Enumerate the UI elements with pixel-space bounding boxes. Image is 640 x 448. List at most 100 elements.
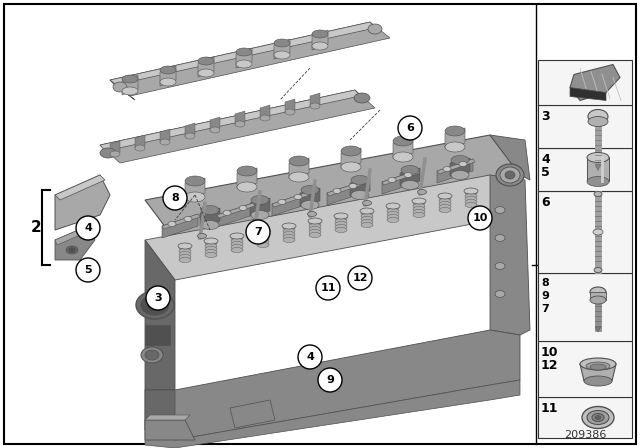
Polygon shape: [350, 178, 370, 196]
Ellipse shape: [388, 177, 396, 182]
Ellipse shape: [179, 249, 191, 254]
Text: 9: 9: [326, 375, 334, 385]
Ellipse shape: [362, 201, 371, 206]
Text: 12: 12: [541, 359, 559, 372]
Polygon shape: [580, 364, 616, 381]
Circle shape: [246, 220, 270, 244]
Ellipse shape: [413, 201, 425, 206]
Ellipse shape: [66, 246, 78, 254]
Ellipse shape: [235, 121, 245, 127]
Ellipse shape: [251, 211, 269, 220]
Polygon shape: [135, 135, 145, 149]
Bar: [538, 60, 632, 105]
Ellipse shape: [335, 228, 347, 233]
Ellipse shape: [594, 267, 602, 272]
Ellipse shape: [289, 172, 309, 182]
Ellipse shape: [393, 136, 413, 146]
Circle shape: [316, 276, 340, 300]
Ellipse shape: [283, 237, 295, 242]
Ellipse shape: [341, 146, 361, 156]
Ellipse shape: [590, 296, 606, 304]
Ellipse shape: [223, 211, 231, 215]
Ellipse shape: [588, 116, 608, 126]
Ellipse shape: [160, 139, 170, 145]
Ellipse shape: [335, 219, 347, 224]
Polygon shape: [450, 158, 470, 176]
Ellipse shape: [413, 203, 425, 208]
Ellipse shape: [285, 109, 295, 115]
Polygon shape: [490, 135, 530, 180]
Text: 8: 8: [541, 278, 548, 288]
Ellipse shape: [582, 406, 614, 428]
Polygon shape: [145, 390, 175, 440]
Ellipse shape: [335, 215, 347, 220]
Ellipse shape: [309, 224, 321, 228]
Text: 8: 8: [171, 193, 179, 203]
Ellipse shape: [257, 231, 269, 236]
Ellipse shape: [301, 185, 319, 194]
Ellipse shape: [333, 189, 341, 194]
Ellipse shape: [393, 152, 413, 162]
Polygon shape: [162, 214, 198, 238]
Bar: [538, 191, 632, 273]
Ellipse shape: [205, 253, 217, 258]
Polygon shape: [160, 129, 170, 143]
Ellipse shape: [586, 362, 610, 370]
Polygon shape: [260, 105, 270, 119]
Ellipse shape: [413, 207, 425, 211]
Ellipse shape: [282, 223, 296, 229]
Ellipse shape: [236, 60, 252, 68]
Ellipse shape: [179, 246, 191, 250]
Polygon shape: [300, 188, 320, 206]
Ellipse shape: [205, 246, 217, 251]
Ellipse shape: [361, 211, 373, 215]
Ellipse shape: [237, 166, 257, 176]
Polygon shape: [110, 80, 135, 100]
Ellipse shape: [496, 164, 524, 186]
Ellipse shape: [401, 181, 419, 190]
Ellipse shape: [417, 190, 426, 194]
Ellipse shape: [500, 167, 520, 183]
Polygon shape: [437, 159, 475, 174]
Polygon shape: [310, 93, 320, 107]
Text: 1: 1: [548, 258, 557, 271]
Ellipse shape: [386, 203, 400, 209]
Ellipse shape: [185, 176, 205, 186]
Ellipse shape: [278, 199, 286, 204]
Ellipse shape: [256, 228, 270, 234]
Bar: [538, 397, 632, 438]
Ellipse shape: [594, 191, 602, 197]
Polygon shape: [145, 380, 520, 448]
Ellipse shape: [580, 358, 616, 370]
Ellipse shape: [439, 204, 451, 210]
Ellipse shape: [335, 221, 347, 227]
Ellipse shape: [351, 176, 369, 185]
Ellipse shape: [412, 198, 426, 204]
Ellipse shape: [179, 251, 191, 257]
Bar: [538, 341, 632, 397]
Polygon shape: [210, 117, 220, 131]
Ellipse shape: [185, 133, 195, 139]
Text: 5: 5: [541, 166, 550, 179]
Ellipse shape: [387, 211, 399, 216]
Ellipse shape: [178, 243, 192, 249]
Ellipse shape: [205, 244, 217, 249]
Ellipse shape: [307, 211, 317, 216]
Polygon shape: [145, 175, 520, 280]
Text: 2: 2: [31, 220, 42, 235]
Circle shape: [163, 186, 187, 210]
Polygon shape: [382, 170, 420, 185]
Text: 10: 10: [541, 346, 559, 359]
Polygon shape: [145, 240, 175, 390]
Polygon shape: [217, 203, 255, 218]
Polygon shape: [272, 192, 308, 216]
Polygon shape: [185, 178, 205, 198]
Ellipse shape: [443, 167, 451, 172]
Ellipse shape: [231, 241, 243, 246]
Ellipse shape: [595, 415, 601, 419]
Ellipse shape: [179, 254, 191, 259]
Ellipse shape: [387, 215, 399, 220]
Ellipse shape: [198, 69, 214, 77]
Ellipse shape: [464, 188, 478, 194]
Ellipse shape: [335, 224, 347, 229]
